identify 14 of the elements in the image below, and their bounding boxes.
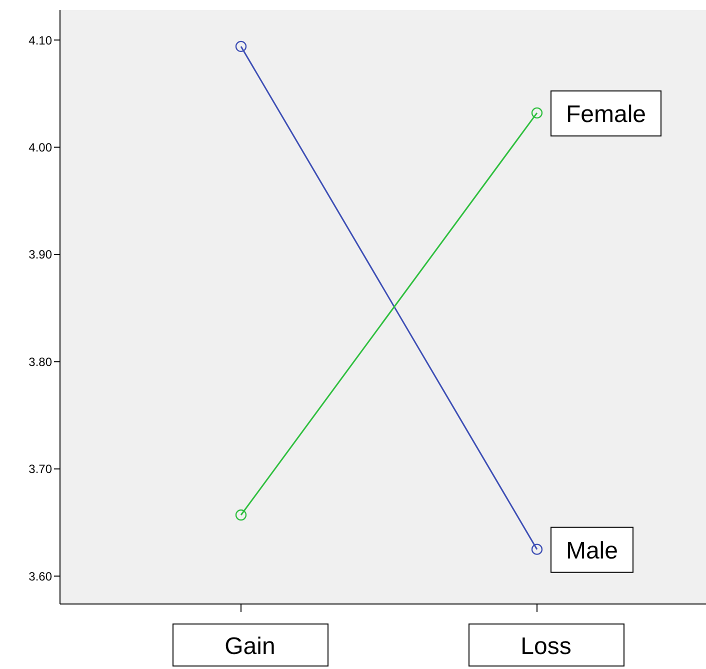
point xyxy=(531,544,543,555)
series-label: Male xyxy=(566,537,618,564)
y-tick-label: 4.10 xyxy=(28,33,52,48)
y-tick-label: 3.90 xyxy=(28,248,52,262)
point xyxy=(235,40,247,52)
point xyxy=(531,107,543,119)
y-tick-label: 3.80 xyxy=(28,354,52,369)
y-tick-label: 3.60 xyxy=(28,569,52,584)
x-tick-label: Loss xyxy=(520,633,572,660)
y-tick-label: 4.00 xyxy=(28,140,52,154)
y-tick-label: 3.70 xyxy=(28,462,52,476)
x-tick-label: Gain xyxy=(224,633,276,660)
series-label: Female xyxy=(566,100,646,128)
point xyxy=(235,509,247,521)
